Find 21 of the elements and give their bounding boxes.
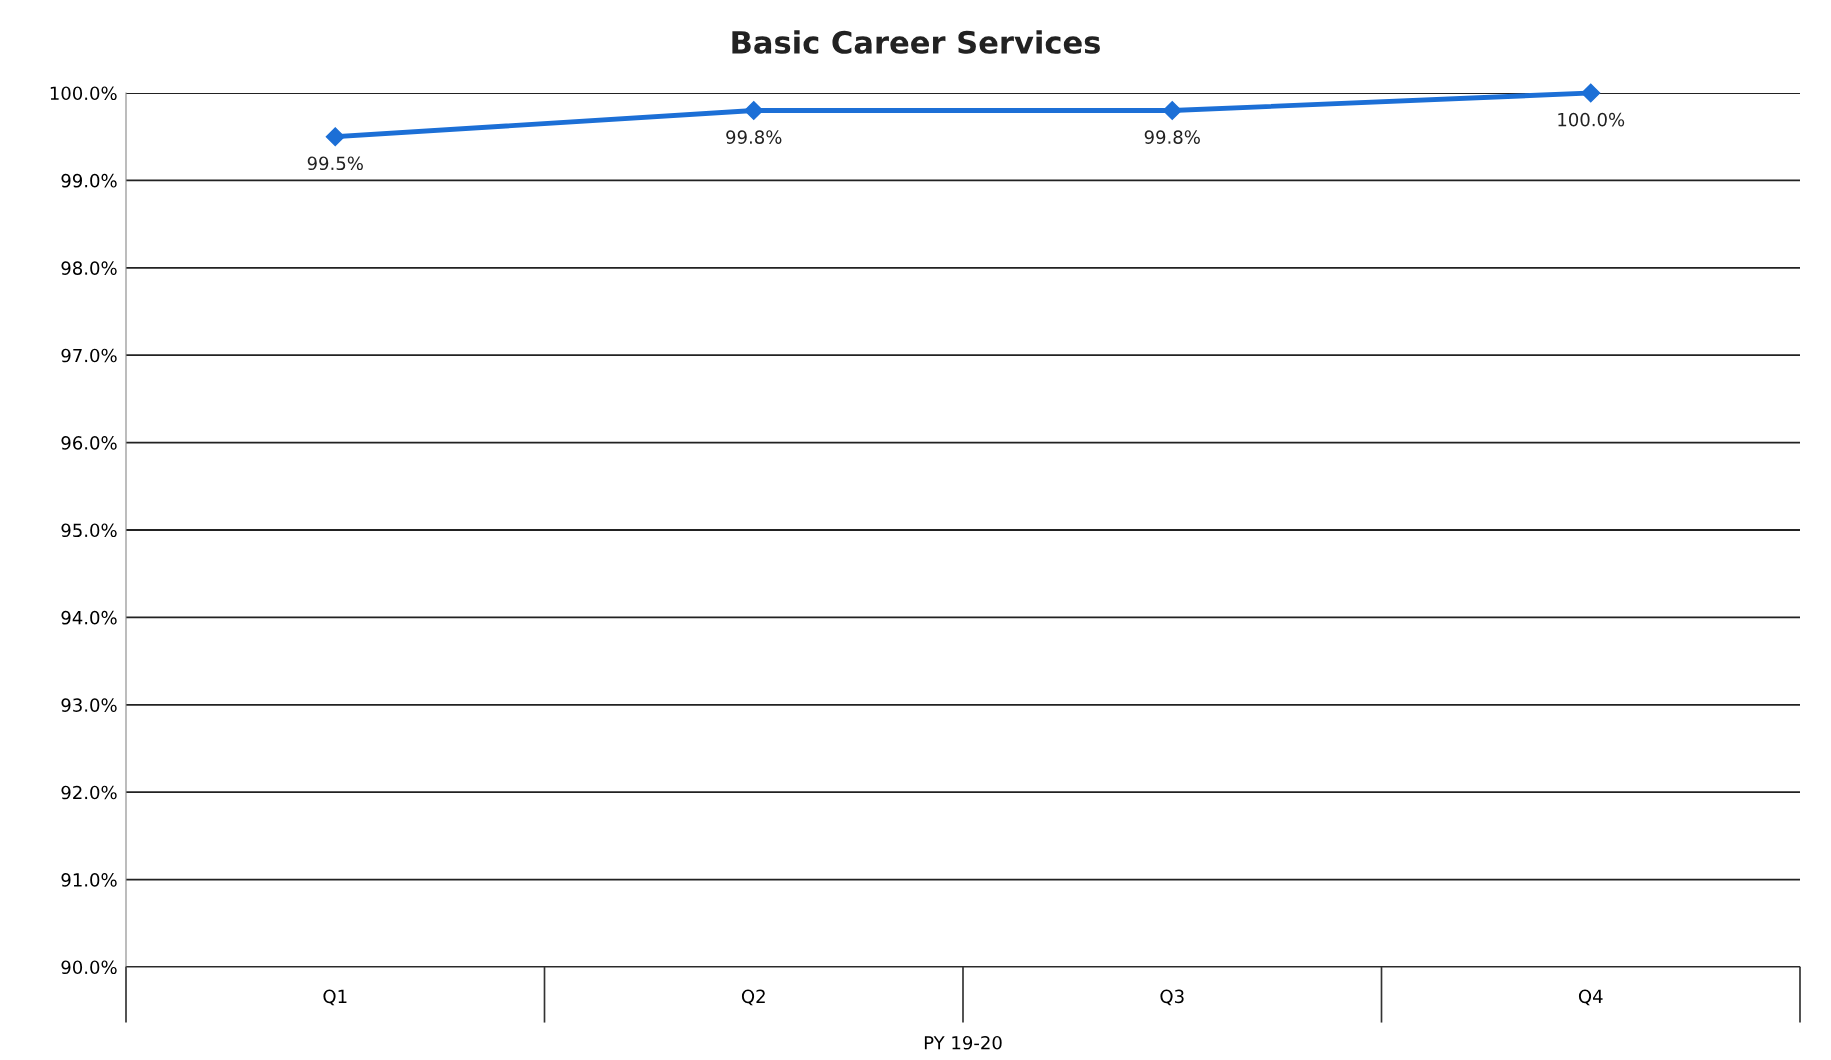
data-label: 99.5% [307, 156, 363, 171]
y-tick-label: 98.0% [61, 261, 117, 275]
x-tick-label: Q1 [323, 989, 347, 1006]
x-axis-title: PY 19-20 [924, 1035, 1002, 1050]
y-tick-label: 96.0% [61, 436, 117, 450]
data-label: 99.8% [726, 130, 782, 144]
y-tick-label: 97.0% [61, 348, 117, 363]
data-label: 100.0% [1558, 112, 1625, 127]
x-tick-label: Q2 [741, 989, 765, 1006]
chart-title: Basic Career Services [732, 30, 1100, 54]
y-tick-label: 95.0% [61, 523, 117, 538]
data-label: 99.8% [1144, 130, 1200, 144]
y-tick-label: 99.0% [61, 173, 117, 188]
y-tick-label: 92.0% [61, 785, 117, 800]
y-tick-label: 94.0% [61, 610, 117, 625]
y-tick-label: 100.0% [50, 86, 117, 101]
y-tick-label: 90.0% [61, 960, 117, 975]
y-tick-label: 91.0% [61, 873, 117, 887]
y-tick-label: 93.0% [61, 698, 117, 712]
x-tick-label: Q3 [1160, 989, 1184, 1006]
x-tick-label: Q4 [1578, 989, 1603, 1006]
